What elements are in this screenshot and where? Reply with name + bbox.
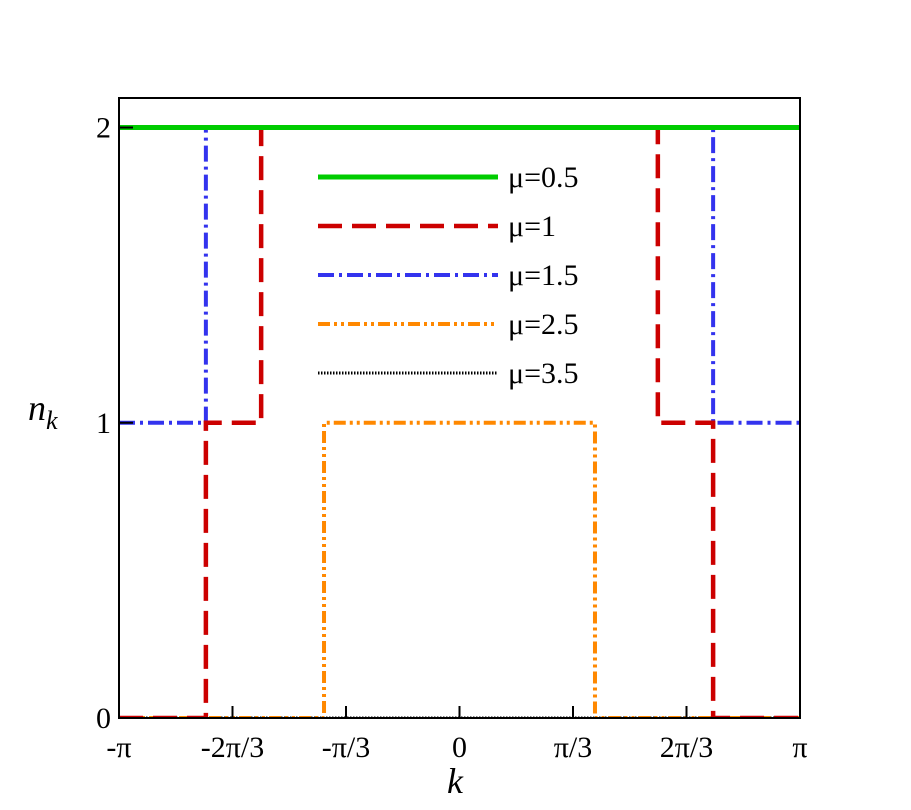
legend-label: μ=1 — [508, 210, 556, 243]
plot-frame — [118, 97, 801, 719]
y-tick-label: 0 — [96, 702, 111, 735]
x-tick-label: -π — [106, 731, 131, 764]
y-axis-label: nk — [28, 388, 58, 435]
series-line — [119, 420, 800, 718]
x-tick-label: -2π/3 — [201, 731, 264, 764]
x-tick-label: 0 — [452, 731, 467, 764]
x-tick-label: π/3 — [554, 731, 592, 764]
x-axis-label: k — [447, 761, 464, 801]
x-tick-label: 2π/3 — [660, 731, 713, 764]
x-tick-label: -π/3 — [322, 731, 370, 764]
legend-label: μ=3.5 — [508, 357, 579, 390]
y-label-main: n — [28, 388, 46, 428]
y-tick-label: 1 — [96, 407, 111, 440]
legend-label: μ=0.5 — [508, 161, 579, 194]
legend-label: μ=1.5 — [508, 259, 579, 292]
y-tick-label: 2 — [96, 112, 111, 145]
plot-lines — [119, 125, 800, 718]
series-line — [119, 125, 800, 425]
x-tick-label: π — [792, 731, 807, 764]
y-label-sub: k — [46, 406, 58, 435]
legend-label: μ=2.5 — [508, 308, 579, 341]
